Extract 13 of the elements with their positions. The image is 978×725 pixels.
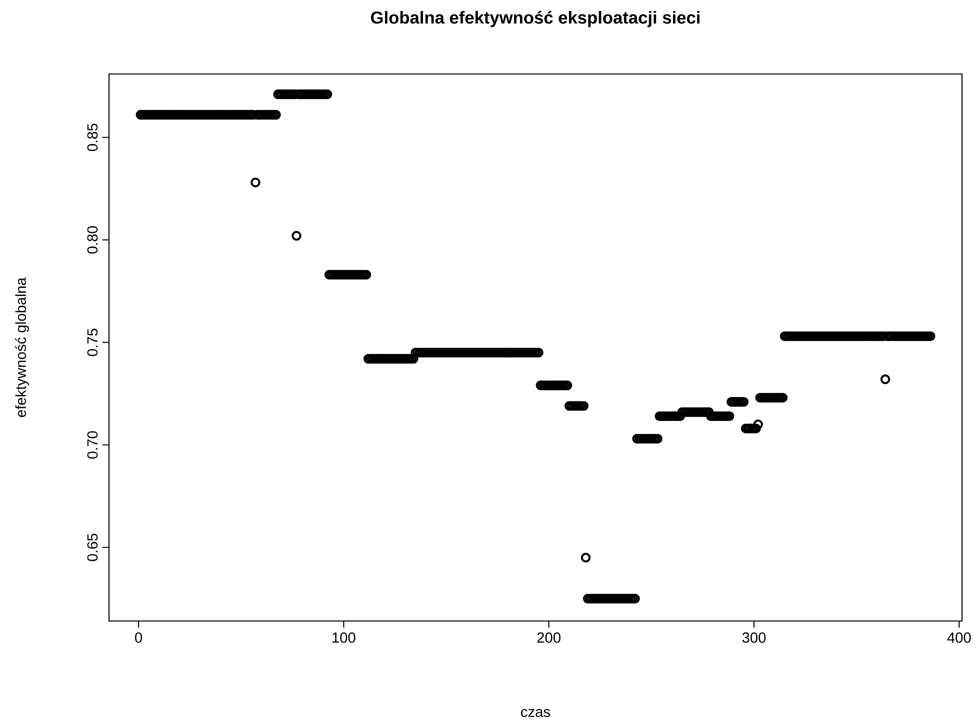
y-tick-label: 0.85 bbox=[87, 124, 98, 152]
y-axis-title: efektywność globalna bbox=[15, 277, 29, 417]
y-tick-label: 0.80 bbox=[87, 226, 98, 254]
y-tick-label: 0.75 bbox=[87, 328, 98, 356]
chart-title: Globalna efektywność eksploatacji sieci bbox=[371, 10, 700, 28]
x-tick-label: 300 bbox=[742, 632, 766, 643]
x-tick-label: 100 bbox=[332, 632, 356, 643]
y-tick-label: 0.70 bbox=[87, 431, 98, 459]
x-tick-label: 400 bbox=[947, 632, 971, 643]
y-tick-label: 0.65 bbox=[87, 534, 98, 562]
x-axis-title: czas bbox=[521, 708, 550, 718]
x-tick-label: 0 bbox=[135, 632, 142, 643]
x-tick-label: 200 bbox=[537, 632, 560, 643]
